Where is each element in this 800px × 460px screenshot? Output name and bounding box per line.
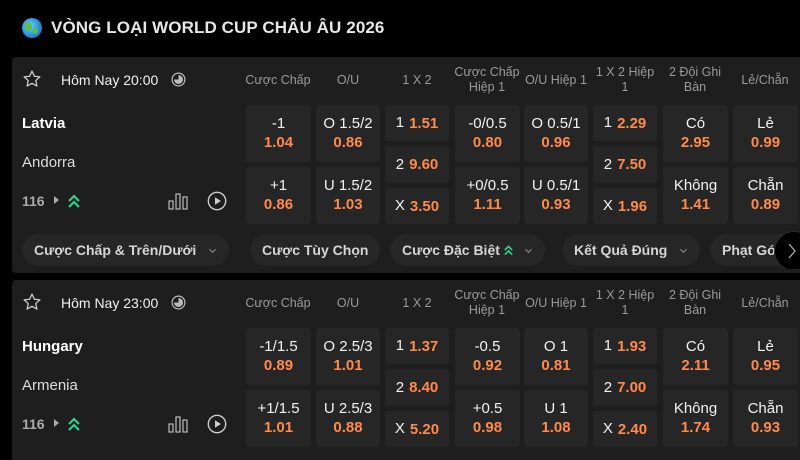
chevron-down-icon xyxy=(680,248,688,253)
odds-cell-even[interactable]: Chẵn 0.93 xyxy=(733,390,798,447)
globe-icon xyxy=(22,18,42,38)
col-header-handicap-h1: Cược Chấp Hiệp 1 xyxy=(454,288,520,317)
odds-cell-1x2-away[interactable]: 2 9.60 xyxy=(385,146,449,183)
odds-cell-even[interactable]: Chẵn 0.89 xyxy=(733,167,798,224)
play-video-icon[interactable] xyxy=(207,191,227,211)
col-header-btts: 2 Đội Ghi Bàn xyxy=(668,288,722,317)
odds-cell-1x2-h1-away[interactable]: 2 7.50 xyxy=(593,146,657,183)
odds-cell-1x2-away[interactable]: 2 8.40 xyxy=(385,369,449,406)
league-header: VÒNG LOẠI WORLD CUP CHÂU ÂU 2026 xyxy=(0,0,800,56)
col-header-btts: 2 Đội Ghi Bàn xyxy=(668,65,722,94)
odds-cell-handicap-home[interactable]: -1/1.5 0.89 xyxy=(246,328,311,385)
col-header-odd-even: Lẻ/Chẵn xyxy=(741,295,789,310)
tab-custom-bets[interactable]: Cược Tùy Chọn xyxy=(250,234,381,266)
odds-cell-handicap-away[interactable]: +1/1.5 1.01 xyxy=(246,390,311,447)
col-header-handicap: Cược Chấp xyxy=(245,295,311,310)
kickoff-time: Hôm Nay 23:00 xyxy=(61,295,159,311)
odds-cell-odd[interactable]: Lẻ 0.99 xyxy=(733,105,798,162)
col-header-handicap: Cược Chấp xyxy=(245,72,311,87)
odds-cell-over-h1[interactable]: O 0.5/1 0.96 xyxy=(524,105,588,162)
market-count[interactable]: 116 xyxy=(22,416,45,432)
col-header-ou: O/U xyxy=(336,295,360,310)
clock-icon xyxy=(171,72,186,87)
match-info: Hôm Nay 20:00 Latvia Andorra 116 xyxy=(12,57,244,227)
odds-cell-handicap-h1-home[interactable]: -0.5 0.92 xyxy=(455,328,520,385)
odds-cell-1x2-draw[interactable]: X 3.50 xyxy=(385,188,449,224)
odds-cell-1x2-h1-draw[interactable]: X 2.40 xyxy=(593,411,657,447)
odds-cell-under[interactable]: U 1.5/2 1.03 xyxy=(316,167,380,224)
odds-cell-handicap-h1-away[interactable]: +0/0.5 1.11 xyxy=(455,167,520,224)
col-header-odd-even: Lẻ/Chẵn xyxy=(741,72,789,87)
odds-cell-1x2-home[interactable]: 1 1.51 xyxy=(385,105,449,141)
odds-cell-handicap-away[interactable]: +1 0.86 xyxy=(246,167,311,224)
match-card: Hôm Nay 23:00 Hungary Armenia 116 Cược C… xyxy=(12,280,800,460)
odds-cell-under[interactable]: U 2.5/3 0.88 xyxy=(316,390,380,447)
col-header-1x2: 1 X 2 xyxy=(402,72,432,87)
away-team[interactable]: Armenia xyxy=(22,377,78,394)
home-team[interactable]: Hungary xyxy=(22,338,83,355)
odds-cell-1x2-draw[interactable]: X 5.20 xyxy=(385,411,449,447)
col-header-1x2: 1 X 2 xyxy=(402,295,432,310)
odds-cell-1x2-h1-away[interactable]: 2 7.00 xyxy=(593,369,657,406)
odds-cell-btts-no[interactable]: Không 1.74 xyxy=(663,390,728,447)
odds-cell-btts-yes[interactable]: Có 2.95 xyxy=(663,105,728,162)
odds-cell-btts-no[interactable]: Không 1.41 xyxy=(663,167,728,224)
league-title: VÒNG LOẠI WORLD CUP CHÂU ÂU 2026 xyxy=(51,18,385,37)
chevron-down-icon xyxy=(209,248,217,253)
col-header-handicap-h1: Cược Chấp Hiệp 1 xyxy=(454,65,520,94)
favorite-star-icon[interactable] xyxy=(22,292,42,312)
caret-right-icon[interactable] xyxy=(54,196,59,204)
chevron-down-icon xyxy=(524,248,532,253)
col-header-ou-h1: O/U Hiệp 1 xyxy=(525,72,587,87)
tab-special-bets[interactable]: Cược Đặc Biệt xyxy=(390,234,545,266)
odds-cell-1x2-home[interactable]: 1 1.37 xyxy=(385,328,449,364)
boost-chevrons-icon xyxy=(68,417,80,431)
favorite-star-icon[interactable] xyxy=(22,69,42,89)
col-header-1x2-h1: 1 X 2 Hiệp 1 xyxy=(595,288,655,317)
away-team[interactable]: Andorra xyxy=(22,154,76,171)
odds-cell-1x2-h1-draw[interactable]: X 1.96 xyxy=(593,188,657,224)
odds-cell-under-h1[interactable]: U 1 1.08 xyxy=(524,390,588,447)
tab-handicap-over-under[interactable]: Cược Chấp & Trên/Dưới xyxy=(22,234,230,266)
odds-cell-handicap-h1-away[interactable]: +0.5 0.98 xyxy=(455,390,520,447)
odds-cell-1x2-h1-home[interactable]: 1 1.93 xyxy=(593,328,657,364)
odds-cell-over[interactable]: O 1.5/2 0.86 xyxy=(316,105,380,162)
scroll-right-button[interactable] xyxy=(774,231,800,269)
statistics-icon[interactable] xyxy=(168,192,188,210)
odds-cell-handicap-home[interactable]: -1 1.04 xyxy=(246,105,311,162)
boost-chevrons-icon xyxy=(504,245,513,256)
col-header-ou: O/U xyxy=(336,72,360,87)
market-tabs: Cược Chấp & Trên/Dưới Cược Tùy Chọn Cược… xyxy=(12,231,800,269)
boost-chevrons-icon xyxy=(68,194,80,208)
odds-cell-over[interactable]: O 2.5/3 1.01 xyxy=(316,328,380,385)
chevron-right-icon xyxy=(788,243,796,259)
statistics-icon[interactable] xyxy=(168,415,188,433)
odds-cell-odd[interactable]: Lẻ 0.95 xyxy=(733,328,798,385)
odds-cell-under-h1[interactable]: U 0.5/1 0.93 xyxy=(524,167,588,224)
odds-cell-handicap-h1-home[interactable]: -0/0.5 0.80 xyxy=(455,105,520,162)
tab-correct-score[interactable]: Kết Quả Đúng xyxy=(562,234,701,266)
match-card: Hôm Nay 20:00 Latvia Andorra 116 Cược Ch… xyxy=(12,57,800,273)
play-video-icon[interactable] xyxy=(207,414,227,434)
match-info: Hôm Nay 23:00 Hungary Armenia 116 xyxy=(12,280,244,450)
odds-cell-1x2-h1-home[interactable]: 1 2.29 xyxy=(593,105,657,141)
market-count[interactable]: 116 xyxy=(22,193,45,209)
home-team[interactable]: Latvia xyxy=(22,115,66,132)
odds-cell-btts-yes[interactable]: Có 2.11 xyxy=(663,328,728,385)
kickoff-time: Hôm Nay 20:00 xyxy=(61,72,159,88)
odds-cell-over-h1[interactable]: O 1 0.81 xyxy=(524,328,588,385)
col-header-1x2-h1: 1 X 2 Hiệp 1 xyxy=(595,65,655,94)
caret-right-icon[interactable] xyxy=(54,419,59,427)
clock-icon xyxy=(171,295,186,310)
col-header-ou-h1: O/U Hiệp 1 xyxy=(525,295,587,310)
